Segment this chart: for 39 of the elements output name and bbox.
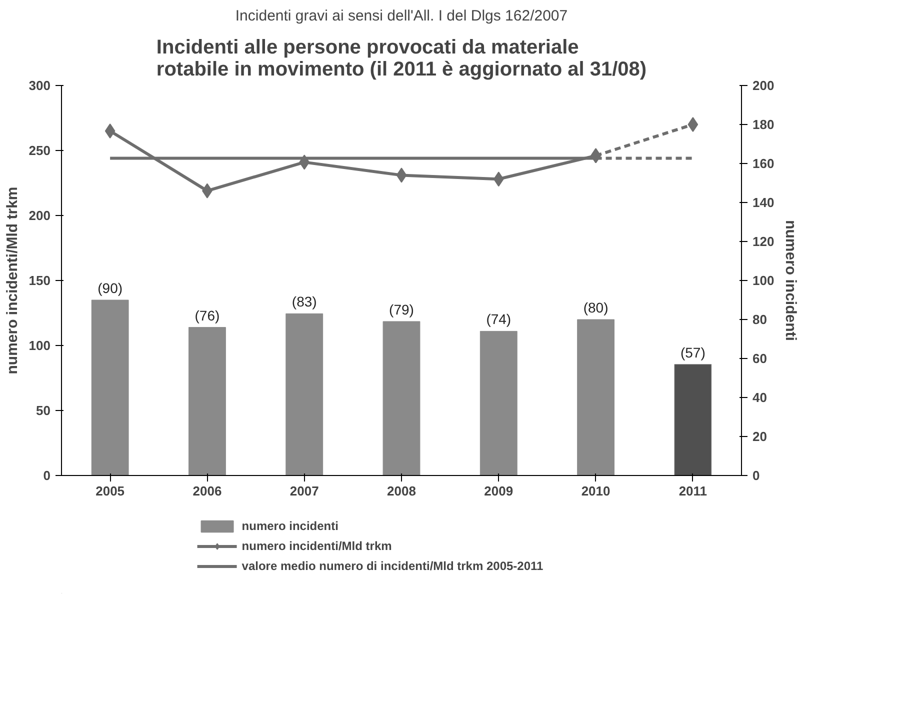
y-tick-label: 150 — [28, 273, 51, 288]
y-tick-label: 0 — [43, 468, 51, 483]
y2-tick-label: 200 — [752, 78, 774, 93]
legend-label: numero incidenti — [242, 518, 338, 532]
data-label: (74) — [486, 311, 512, 328]
chart-title: Incidenti alle persone provocati da materiale rotabile in movimento (il 2011 è aggiornato al 31/08) — [156, 36, 647, 80]
data-label: (80) — [583, 300, 608, 316]
y2-tick-label: 180 — [752, 117, 774, 132]
data-label: (79) — [389, 301, 414, 318]
y2-tick-label: 100 — [752, 273, 774, 288]
y2-axis-title: numero incidenti — [782, 220, 800, 341]
x-tick-label: 2008 — [387, 484, 416, 498]
y2-tick-label: 40 — [752, 390, 767, 405]
x-tick-label: 2009 — [484, 484, 514, 498]
x-tick-label: 2005 — [96, 484, 125, 498]
y-tick-label: 250 — [28, 143, 51, 158]
y-tick-label: 300 — [28, 78, 51, 93]
y2-tick-label: 140 — [752, 195, 774, 210]
chart-subtitle: Incidenti gravi ai sensi dell'All. I del Dlgs 162/2007 — [235, 8, 568, 24]
data-label: (57) — [680, 344, 706, 360]
x-tick-label: 2010 — [581, 484, 610, 498]
data-label: (76) — [194, 307, 220, 324]
data-label: (83) — [292, 294, 317, 310]
y2-tick-label: 60 — [752, 351, 767, 366]
legend-label: valore medio numero di incidenti/Mld trkm 2005-2011 — [242, 558, 544, 572]
x-tick-label: 2006 — [192, 484, 222, 498]
y-tick-label: 200 — [28, 208, 51, 223]
y2-tick-label: 120 — [752, 234, 774, 249]
data-label: (90) — [98, 280, 123, 296]
x-tick-label: 2007 — [290, 484, 319, 498]
y2-tick-label: 80 — [752, 312, 767, 327]
y-tick-label: 50 — [36, 403, 51, 418]
y2-tick-label: 0 — [752, 468, 760, 483]
y-tick-label: 100 — [28, 338, 51, 353]
legend-label: numero incidenti/Mld trkm — [242, 538, 392, 552]
x-tick-label: 2011 — [678, 484, 708, 498]
y-axis-title: numero incidenti/Mld trkm — [4, 186, 21, 374]
y2-tick-label: 160 — [752, 156, 774, 171]
y2-tick-label: 20 — [752, 429, 767, 444]
